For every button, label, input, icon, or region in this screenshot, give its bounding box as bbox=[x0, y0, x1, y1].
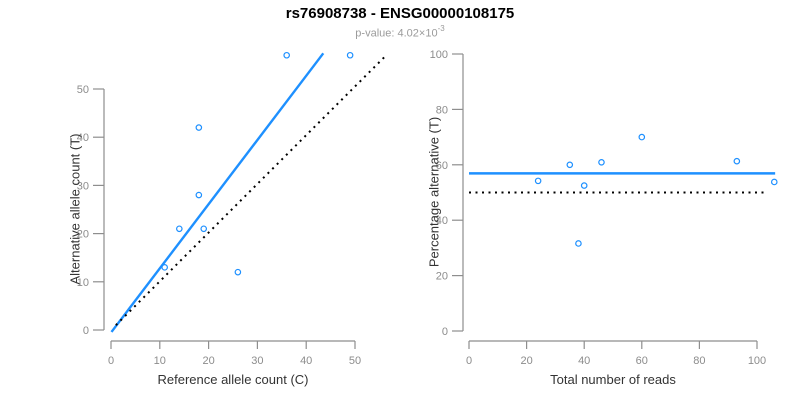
x-tick-label: 0 bbox=[108, 355, 114, 367]
x-tick-label: 30 bbox=[251, 355, 263, 367]
x-tick-label: 0 bbox=[466, 355, 472, 367]
x-tick-label: 20 bbox=[202, 355, 214, 367]
y-axis-label-right: Percentage alternative (T) bbox=[426, 116, 442, 268]
y-tick-label: 0 bbox=[83, 325, 89, 337]
data-point bbox=[195, 191, 203, 199]
regression-line bbox=[110, 52, 325, 333]
data-point bbox=[580, 182, 588, 189]
x-tick-label: 60 bbox=[636, 355, 648, 367]
y-tick-label: 30 bbox=[77, 180, 89, 192]
x-tick-label: 80 bbox=[693, 355, 705, 367]
x-tick-label: 50 bbox=[349, 355, 361, 367]
x-tick-label: 100 bbox=[748, 355, 766, 367]
x-tick-label: 20 bbox=[520, 355, 532, 367]
x-tick-label: 10 bbox=[154, 355, 166, 367]
data-point bbox=[566, 161, 574, 169]
y-tick-label: 60 bbox=[436, 160, 448, 172]
y-tick-label: 10 bbox=[77, 277, 89, 289]
data-point bbox=[575, 240, 582, 247]
x-axis-label-right: Total number of reads bbox=[550, 372, 676, 387]
data-point bbox=[638, 133, 646, 141]
data-point bbox=[176, 225, 183, 233]
data-point bbox=[346, 51, 354, 59]
y-tick-label: 20 bbox=[436, 271, 448, 283]
x-tick-label: 40 bbox=[578, 355, 590, 367]
y-axis-label-left: Alternative allele count (T) bbox=[67, 133, 83, 285]
data-point bbox=[534, 177, 542, 185]
y-tick-label: 80 bbox=[436, 104, 448, 116]
x-tick-label: 40 bbox=[300, 355, 312, 367]
y-tick-label: 40 bbox=[436, 215, 448, 227]
data-point bbox=[234, 268, 242, 276]
figure-title: rs76908738 - ENSG00000108175 bbox=[285, 5, 515, 22]
data-point bbox=[283, 51, 290, 59]
data-point bbox=[733, 157, 741, 165]
y-tick-label: 0 bbox=[442, 326, 448, 338]
identity-line bbox=[115, 55, 387, 326]
y-tick-label: 100 bbox=[430, 49, 448, 61]
pvalue-text: p-value: 4.02×10 bbox=[355, 27, 438, 40]
y-tick-label: 40 bbox=[77, 132, 89, 144]
x-axis-label-left: Reference allele count (C) bbox=[157, 372, 309, 387]
data-point bbox=[770, 178, 778, 186]
data-point bbox=[161, 264, 168, 271]
figure-subtitle: p-value: 4.02×10-3 bbox=[0, 24, 800, 40]
y-tick-label: 50 bbox=[77, 84, 89, 96]
data-point bbox=[195, 124, 203, 131]
data-point bbox=[598, 159, 605, 166]
y-tick-label: 20 bbox=[77, 229, 89, 241]
data-point bbox=[200, 225, 208, 233]
pvalue-exponent: -3 bbox=[437, 24, 445, 33]
